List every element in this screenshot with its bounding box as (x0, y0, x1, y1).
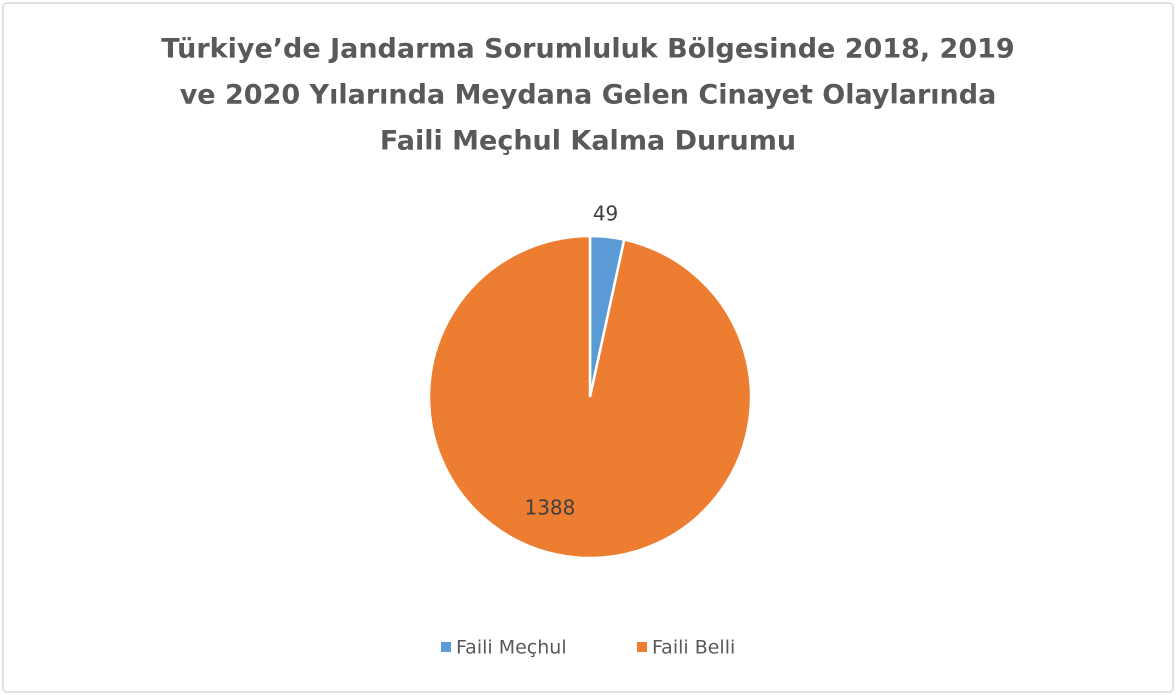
legend-swatch (441, 642, 451, 652)
pie-slice (427, 234, 753, 560)
legend-label: Faili Belli (652, 637, 735, 659)
legend-label: Faili Meçhul (456, 637, 567, 659)
legend-swatch (637, 642, 647, 652)
data-label: 1388 (524, 496, 575, 520)
data-label: 49 (593, 202, 618, 226)
chart-title: Türkiye’de Jandarma Sorumluluk Bölgesind… (161, 34, 1014, 65)
chart-title: Faili Meçhul Kalma Durumu (380, 126, 796, 157)
chart-title: ve 2020 Yılarında Meydana Gelen Cinayet … (180, 80, 997, 111)
